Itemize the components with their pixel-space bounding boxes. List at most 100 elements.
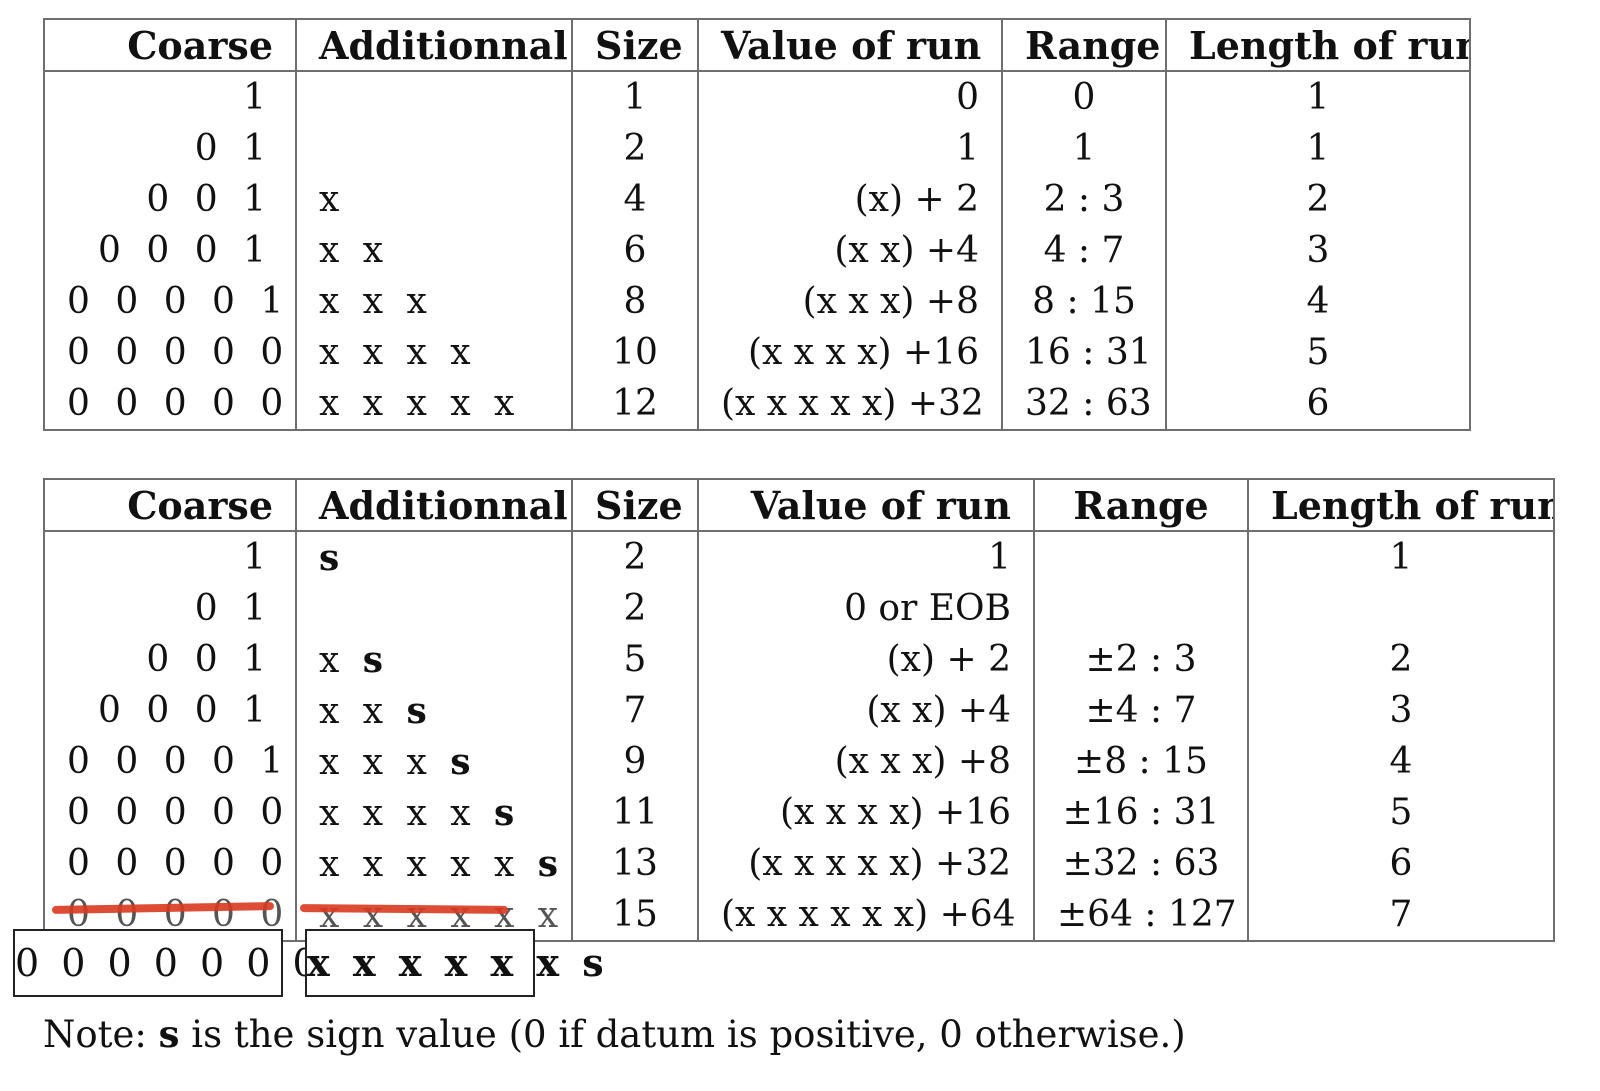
additional-bits [295,123,572,174]
table-row: 0 0 1 x 4 (x) + 2 2 : 3 2 [44,174,1470,225]
note-text: is the sign value (0 if datum is positiv… [179,1013,1186,1056]
corrected-additional-box: x x x x x x s [305,929,604,997]
size-cell: 11 [571,787,698,838]
coarse-code: 0 1 [194,128,273,169]
range-cell: 16 : 31 [1001,327,1166,378]
corrected-coarse-box: 0 0 0 0 0 0 0 1 [13,929,363,997]
coarse-code: 0 1 [194,588,273,629]
range-cell: 0 [1001,71,1166,123]
additional-bits: x x s [295,685,572,736]
coarse-code: 0 0 0 0 0 0 1 [67,843,296,884]
value-cell: (x x x x x) +32 [697,838,1034,889]
table-header-row: Coarse Additionnal Size Value of run Ran… [44,19,1470,72]
length-cell: 4 [1247,736,1554,787]
sign-bit: s [319,536,346,579]
table-row: 0 0 0 0 0 1 x x x x 10 (x x x x) +16 16 … [44,327,1470,378]
value-cell-eob: 0 or EOB [697,583,1034,634]
length-cell: 4 [1165,276,1470,327]
header-size: Size [571,479,698,532]
size-cell: 7 [571,685,698,736]
coarse-code: 0 0 0 1 [98,230,273,271]
additional-bits: x x [295,225,572,276]
value-cell: (x x x) +8 [697,736,1034,787]
additional-bits: x [295,174,572,225]
sign-bit: s [362,638,390,681]
length-cell: 1 [1247,531,1554,583]
range-cell: ±8 : 15 [1033,736,1248,787]
additional-bits: s [295,531,572,583]
header-value-of-run: Value of run [697,479,1034,532]
additional-bits: x x x s [295,736,572,787]
size-cell: 12 [571,378,698,430]
table-row: 0 0 0 0 0 0 1 x x x x x s 13 (x x x x x)… [44,838,1554,889]
value-cell: (x) + 2 [697,174,1002,225]
note-symbol: s [158,1012,180,1056]
size-cell: 2 [571,531,698,583]
sign-bit: s [493,791,521,834]
table-row: 0 1 2 1 1 1 [44,123,1470,174]
range-cell [1033,583,1248,634]
size-cell: 2 [571,123,698,174]
size-cell: 1 [571,71,698,123]
size-cell: 5 [571,634,698,685]
header-coarse: Coarse [44,19,296,72]
range-cell: 1 [1001,123,1166,174]
additional-x-bits: x x x x [319,792,494,834]
coarse-code: 0 0 0 0 0 0 1 [67,383,296,424]
table-row: 0 0 0 0 0 1 x x x x s 11 (x x x x) +16 ±… [44,787,1554,838]
value-cell: (x x x x x x) +64 [697,889,1034,941]
additional-x-bits: x x x [319,741,451,783]
table-row: 0 1 2 0 or EOB [44,583,1554,634]
length-cell: 3 [1247,685,1554,736]
additional-bits: x x x [295,276,572,327]
sign-bit: s [450,740,477,783]
length-cell: 1 [1165,123,1470,174]
additional-bits [295,71,572,123]
coarse-code: 0 0 0 0 1 [67,741,291,782]
table-row: 0 0 0 0 0 0 1 x x x x x 12 (x x x x x) +… [44,378,1470,430]
additional-bits: x x x x s [295,787,572,838]
additional-bits: x x x x [295,327,572,378]
value-cell: (x x x x) +16 [697,327,1002,378]
additional-x-bits: x x x x x x [319,894,572,936]
header-additional: Additionnal [295,19,572,72]
table-row: 1 s 2 1 1 [44,531,1554,583]
value-cell: (x x x) +8 [697,276,1002,327]
table-row: 0 0 0 0 1 x x x 8 (x x x) +8 8 : 15 4 [44,276,1470,327]
range-cell: ±64 : 127 [1033,889,1248,941]
additional-x-bits: x [319,639,363,681]
size-cell: 15 [571,889,698,941]
size-cell: 4 [571,174,698,225]
length-cell: 6 [1165,378,1470,430]
coarse-code: 0 0 1 [146,179,273,220]
note-prefix: Note: [43,1013,159,1056]
range-cell: 2 : 3 [1001,174,1166,225]
sign-bit: s [537,842,565,885]
length-cell [1247,583,1554,634]
length-cell: 5 [1247,787,1554,838]
table-row: 0 0 1 x s 5 (x) + 2 ±2 : 3 2 [44,634,1554,685]
length-cell: 6 [1247,838,1554,889]
range-cell: ±4 : 7 [1033,685,1248,736]
range-cell: 32 : 63 [1001,378,1166,430]
value-cell: (x x) +4 [697,685,1034,736]
length-cell: 3 [1165,225,1470,276]
size-cell: 9 [571,736,698,787]
size-cell: 8 [571,276,698,327]
additional-x-bits: x x x x x [319,843,538,885]
coarse-code: 0 0 0 0 1 [67,281,291,322]
additional-bits: x x x x x s [295,838,572,889]
range-cell: ±32 : 63 [1033,838,1248,889]
range-cell: ±2 : 3 [1033,634,1248,685]
coarse-code: 0 0 1 [146,639,273,680]
header-coarse: Coarse [44,479,296,532]
value-cell: 0 [697,71,1002,123]
coarse-code-struck: 0 0 0 0 0 0 1 [67,894,296,935]
value-cell: (x x) +4 [697,225,1002,276]
size-cell: 2 [571,583,698,634]
coarse-code: 0 0 0 0 0 1 [67,332,296,373]
header-additional: Additionnal [295,479,572,532]
additional-bits: x s [295,634,572,685]
additional-bits [295,583,572,634]
value-cell: (x) + 2 [697,634,1034,685]
